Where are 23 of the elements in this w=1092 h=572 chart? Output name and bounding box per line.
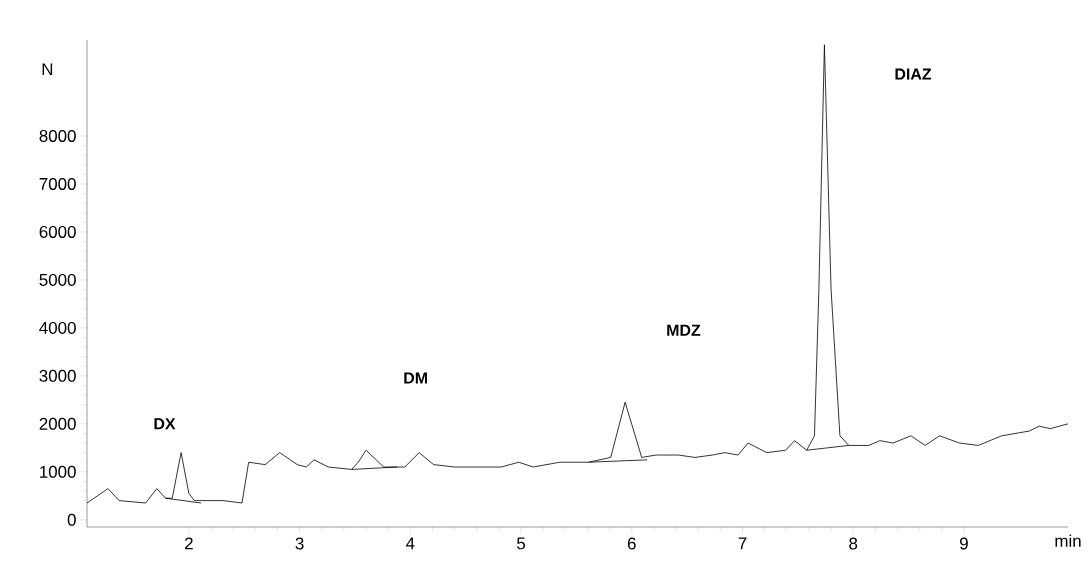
annotation: DX <box>154 418 176 430</box>
annotation: MDZ <box>667 324 701 336</box>
x-tick-label: 4 <box>405 537 415 550</box>
y-tick-label: 2000 <box>39 417 76 430</box>
y-tick-label: 8000 <box>39 129 76 142</box>
y-tick-label: 5000 <box>39 273 76 286</box>
x-axis-title: min <box>1055 534 1081 547</box>
y-tick-label: 3000 <box>39 369 76 382</box>
y-tick-label: 6000 <box>39 225 76 238</box>
annotation: DIAZ <box>895 68 932 80</box>
x-tick-label: 3 <box>295 537 304 550</box>
y-axis-title: N <box>42 63 53 76</box>
x-tick-label: 7 <box>738 537 747 550</box>
annotation: DM <box>404 372 427 384</box>
x-tick-label: 8 <box>849 537 858 550</box>
x-tick-label: 9 <box>960 537 968 550</box>
y-tick-label: 7000 <box>39 177 76 190</box>
x-tick-label: 5 <box>517 537 526 550</box>
y-tick-label: 4000 <box>39 321 76 334</box>
y-tick-label: 0 <box>67 513 76 526</box>
y-tick-label: 1000 <box>40 465 76 478</box>
x-tick-label: 6 <box>627 537 636 550</box>
x-tick-label: 2 <box>185 537 193 550</box>
